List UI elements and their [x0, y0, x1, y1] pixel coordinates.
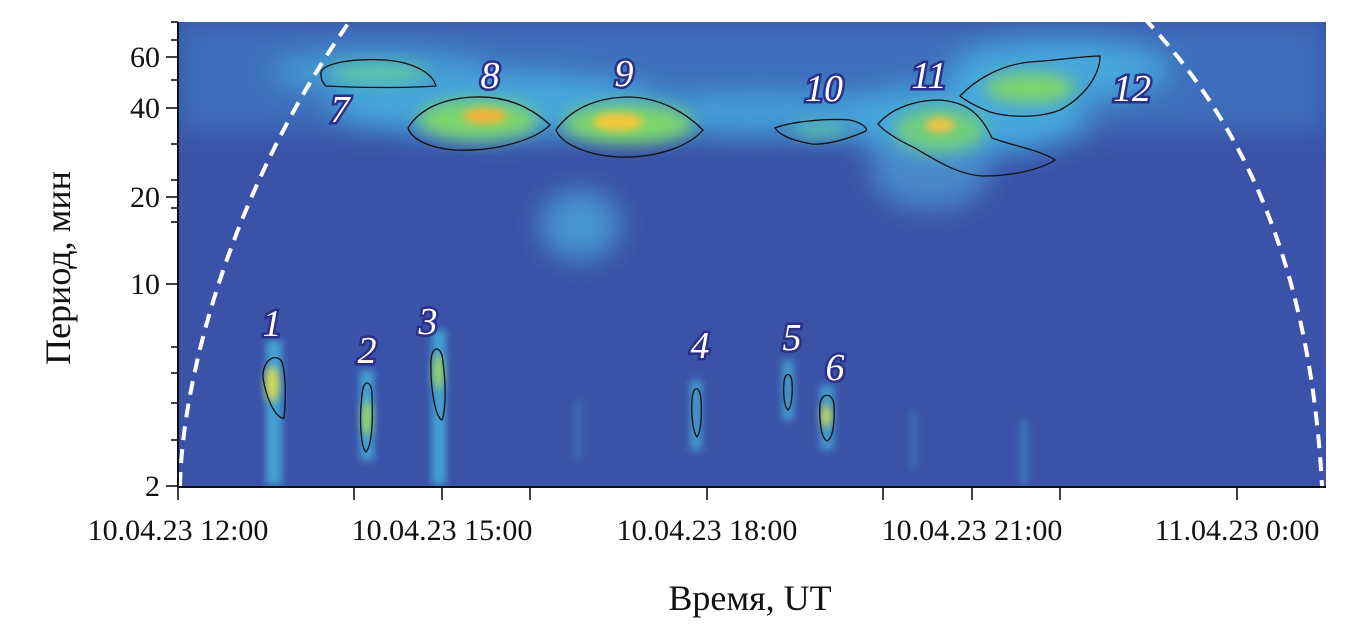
region-labels: 1 2 3 4 5 6 7 8 9 10 11 12 [260, 51, 1154, 392]
x-axis [177, 487, 1238, 500]
region-label-3: 3 [418, 301, 438, 343]
axes [177, 22, 1326, 488]
y-tick-label-60: 60 [130, 41, 160, 74]
y-tick-labels: 60 40 20 10 2 [130, 41, 160, 503]
contour-12 [959, 55, 1101, 117]
contour-5 [782, 373, 793, 411]
contour-6 [819, 394, 835, 442]
y-tick-label-10: 10 [130, 268, 160, 301]
x-tick-label-1: 10.04.23 12:00 [88, 514, 269, 547]
region-label-11: 11 [911, 55, 946, 97]
contour-10 [774, 118, 868, 145]
x-tick-label-2: 10.04.23 15:00 [352, 514, 533, 547]
region-label-4: 4 [691, 325, 710, 367]
x-tick-label-4: 10.04.23 21:00 [882, 514, 1063, 547]
region-label-9: 9 [615, 53, 634, 95]
region-label-5: 5 [783, 317, 802, 359]
y-axis-title: Период, мин [38, 171, 78, 365]
region-label-6: 6 [826, 347, 845, 389]
contour-11 [877, 99, 1057, 177]
contour-2 [359, 382, 373, 453]
region-label-7: 7 [331, 89, 352, 131]
heatmap-field [178, 22, 1326, 486]
x-axis-title: Время, UT [668, 578, 831, 618]
region-label-12: 12 [1113, 68, 1151, 110]
y-tick-label-20: 20 [130, 181, 160, 214]
contour-3 [430, 348, 446, 421]
x-tick-label-3: 10.04.23 18:00 [617, 514, 798, 547]
x-tick-label-5: 11.04.23 0:00 [1155, 514, 1320, 547]
significance-contours [262, 55, 1101, 453]
y-axis [166, 21, 178, 487]
contour-7 [320, 58, 437, 89]
y-tick-label-2: 2 [145, 470, 160, 503]
contour-4 [691, 388, 703, 439]
region-label-2: 2 [358, 330, 377, 372]
x-tick-labels: 10.04.23 12:00 10.04.23 15:00 10.04.23 1… [88, 514, 1320, 547]
contour-1 [262, 357, 286, 419]
cone-of-influence [178, 22, 1324, 486]
region-label-10: 10 [805, 68, 843, 110]
y-tick-label-40: 40 [130, 92, 160, 125]
contour-8 [407, 96, 551, 151]
region-label-8: 8 [481, 55, 500, 97]
region-label-1: 1 [263, 303, 282, 345]
contour-9 [555, 96, 704, 158]
